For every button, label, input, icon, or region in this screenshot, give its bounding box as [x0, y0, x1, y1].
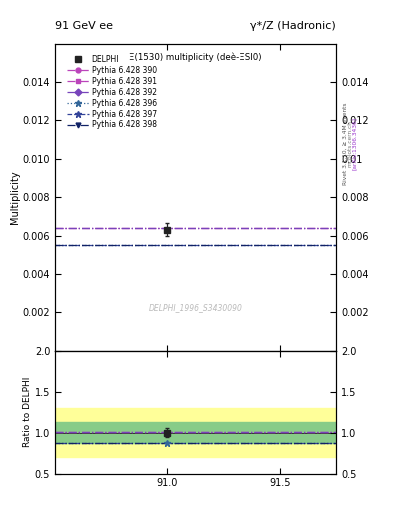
Text: [arXiv:1306.3436]: [arXiv:1306.3436]: [352, 117, 357, 170]
Bar: [55, 422, 336, 443]
Text: Ξ(1530) multiplicity (deè-ΞSI0): Ξ(1530) multiplicity (deè-ΞSI0): [129, 53, 262, 62]
Text: 91 GeV ee: 91 GeV ee: [55, 20, 113, 31]
Text: mcplots.cern.ch: mcplots.cern.ch: [347, 120, 353, 167]
Y-axis label: Multiplicity: Multiplicity: [10, 170, 20, 224]
Text: Rivet 3.1.10, ≥ 3.4M events: Rivet 3.1.10, ≥ 3.4M events: [343, 102, 348, 185]
Bar: [55, 408, 336, 457]
Legend: DELPHI, Pythia 6.428 390, Pythia 6.428 391, Pythia 6.428 392, Pythia 6.428 396, : DELPHI, Pythia 6.428 390, Pythia 6.428 3…: [67, 55, 157, 130]
Y-axis label: Ratio to DELPHI: Ratio to DELPHI: [23, 377, 32, 447]
Text: γ*/Z (Hadronic): γ*/Z (Hadronic): [250, 20, 336, 31]
Text: DELPHI_1996_S3430090: DELPHI_1996_S3430090: [149, 303, 242, 312]
